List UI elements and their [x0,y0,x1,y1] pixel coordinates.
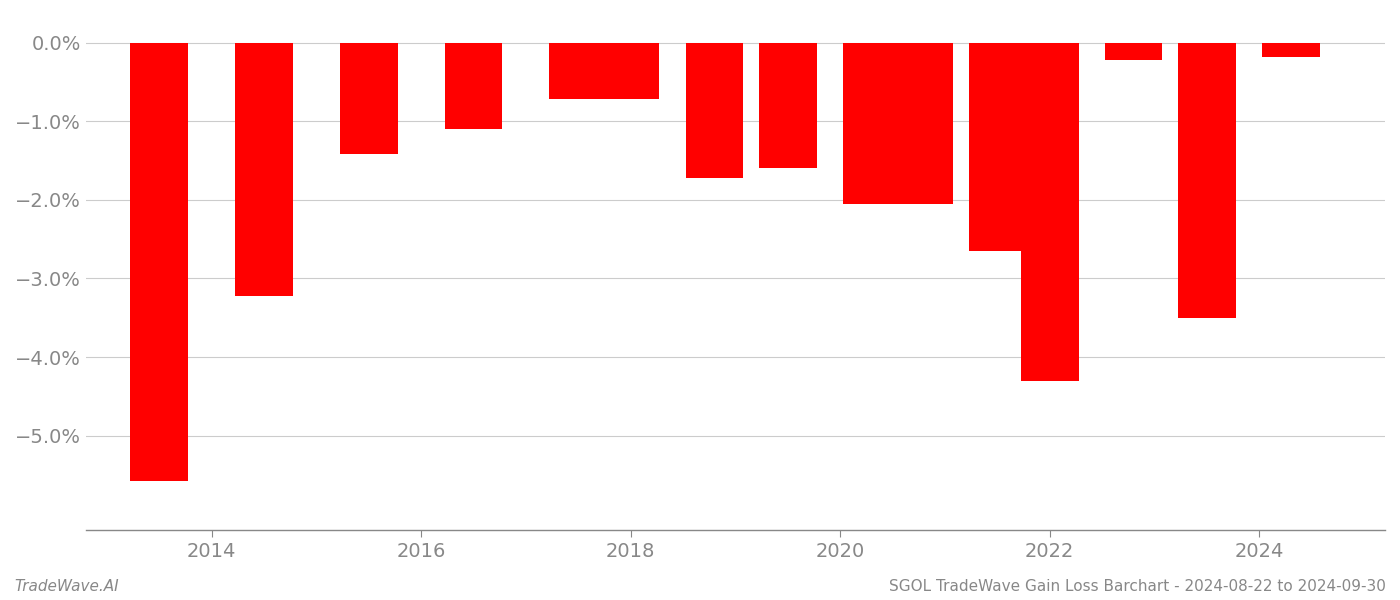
Bar [843,43,900,204]
Bar [895,43,953,204]
Text: TradeWave.AI: TradeWave.AI [14,579,119,594]
Bar [1021,43,1078,381]
Bar [340,43,398,154]
Bar [1105,43,1162,60]
Bar [445,43,503,129]
Bar [549,43,608,99]
Bar [235,43,293,296]
Bar [130,43,188,481]
Bar [602,43,659,99]
Bar [1261,43,1320,56]
Bar [759,43,816,169]
Bar [1177,43,1236,318]
Text: SGOL TradeWave Gain Loss Barchart - 2024-08-22 to 2024-09-30: SGOL TradeWave Gain Loss Barchart - 2024… [889,579,1386,594]
Bar [686,43,743,178]
Bar [969,43,1026,251]
